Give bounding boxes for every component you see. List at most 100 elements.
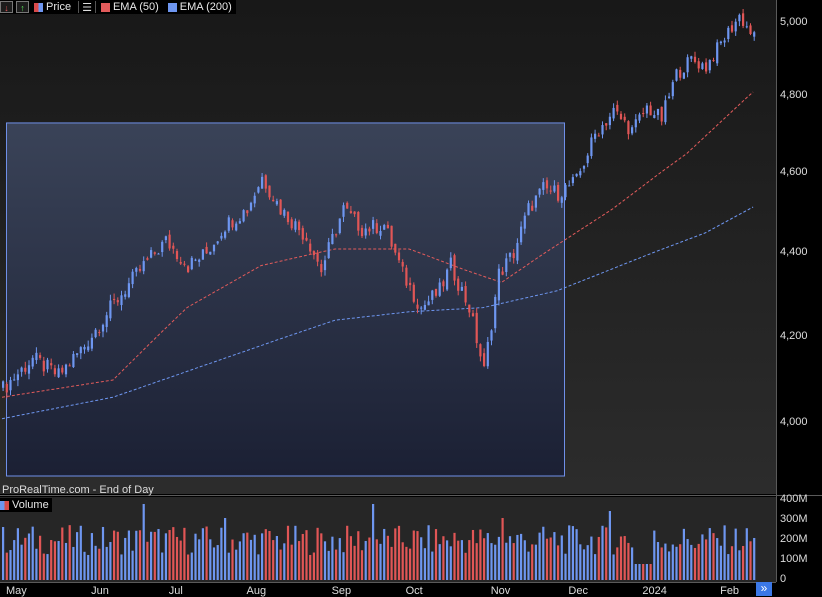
candle — [320, 264, 323, 273]
volume-bar — [372, 504, 375, 580]
volume-bar — [749, 541, 752, 580]
arrow-down-icon[interactable]: ↓ — [0, 1, 13, 13]
volume-bar — [557, 545, 560, 580]
candle — [675, 69, 678, 81]
volume-bar — [379, 543, 382, 580]
time-tick-label: Dec — [568, 585, 588, 597]
time-tick-label: Oct — [405, 585, 423, 597]
candle — [264, 175, 267, 189]
candle — [619, 113, 623, 120]
legend-ema50[interactable]: EMA (50) — [99, 0, 163, 14]
volume-bar — [516, 534, 519, 580]
volume-bar — [298, 541, 301, 580]
time-tick-label: Nov — [490, 585, 511, 597]
volume-bar — [246, 532, 249, 580]
candle — [738, 14, 741, 22]
volume-bar — [468, 540, 471, 580]
candle — [42, 360, 45, 372]
volume-tick-label: 0 — [780, 573, 787, 585]
candle — [268, 185, 271, 198]
candle — [649, 105, 652, 116]
volume-bar — [394, 528, 397, 580]
candle — [405, 267, 408, 286]
time-tick-label: Feb — [720, 585, 740, 597]
candle — [523, 215, 526, 229]
volume-bar — [627, 542, 630, 580]
candle — [98, 332, 101, 334]
volume-bar — [438, 544, 441, 580]
volume-bar — [608, 511, 611, 580]
candle — [172, 245, 175, 249]
candle — [645, 105, 648, 114]
candle — [135, 267, 138, 272]
volume-bar — [357, 531, 360, 580]
volume-bar — [57, 540, 60, 580]
candle — [342, 205, 345, 217]
legend-price[interactable]: Price — [32, 0, 75, 14]
volume-bar — [671, 544, 674, 580]
volume-bar — [153, 531, 156, 580]
volume-bar — [27, 533, 31, 580]
candle — [46, 359, 49, 370]
candle — [386, 224, 389, 229]
candle — [5, 383, 8, 393]
volume-bar — [190, 552, 193, 580]
volume-bar — [231, 539, 234, 580]
menu-icon[interactable]: ☰ — [82, 1, 92, 14]
volume-bar — [268, 530, 271, 580]
volume-bar — [460, 540, 463, 580]
volume-legend[interactable]: Volume — [0, 498, 52, 512]
candle — [483, 353, 486, 366]
legend-ema200[interactable]: EMA (200) — [166, 0, 236, 14]
candle — [575, 173, 578, 177]
volume-tick-label: 400M — [780, 493, 808, 505]
volume-bar — [301, 533, 304, 580]
volume-bar — [397, 525, 401, 580]
volume-bar — [198, 539, 201, 580]
candle — [557, 184, 560, 201]
volume-bar — [175, 536, 179, 580]
volume-bar — [586, 545, 589, 580]
volume-bar — [264, 529, 267, 580]
volume-bar — [605, 527, 608, 580]
volume-bar — [638, 564, 641, 580]
arrow-up-icon[interactable]: ↑ — [16, 1, 29, 13]
volume-bar — [705, 539, 708, 580]
volume-bar — [172, 527, 175, 580]
candle — [664, 100, 667, 123]
candle — [13, 379, 16, 381]
volume-bar — [631, 547, 634, 580]
candle — [20, 367, 23, 372]
volume-bar — [708, 528, 711, 580]
volume-bar — [364, 540, 367, 580]
double-chevron-right-icon[interactable]: » — [756, 582, 772, 596]
volume-bar — [294, 525, 297, 580]
legend-separator — [94, 1, 96, 13]
volume-bar — [183, 527, 186, 580]
price-swatch-icon — [34, 2, 43, 12]
volume-bar — [24, 537, 27, 580]
candle — [642, 113, 645, 115]
volume-bar — [697, 543, 700, 580]
volume-bar — [571, 526, 574, 580]
volume-bar — [475, 543, 478, 580]
selection-rectangle[interactable] — [6, 122, 565, 477]
candle — [701, 63, 704, 70]
candle — [397, 252, 401, 261]
candle — [31, 357, 34, 367]
volume-bar — [734, 528, 737, 580]
candle — [586, 155, 589, 164]
volume-bar — [656, 542, 660, 580]
volume-bar — [323, 541, 327, 580]
candle — [597, 135, 600, 137]
volume-bar — [138, 530, 142, 580]
volume-bar — [316, 527, 319, 580]
volume-bar — [508, 536, 512, 580]
volume-bar — [512, 543, 515, 580]
candle — [534, 195, 537, 208]
volume-bar — [105, 546, 108, 580]
volume-bar — [216, 545, 219, 580]
volume-bar — [113, 530, 116, 580]
time-tick-label: Aug — [246, 585, 267, 597]
